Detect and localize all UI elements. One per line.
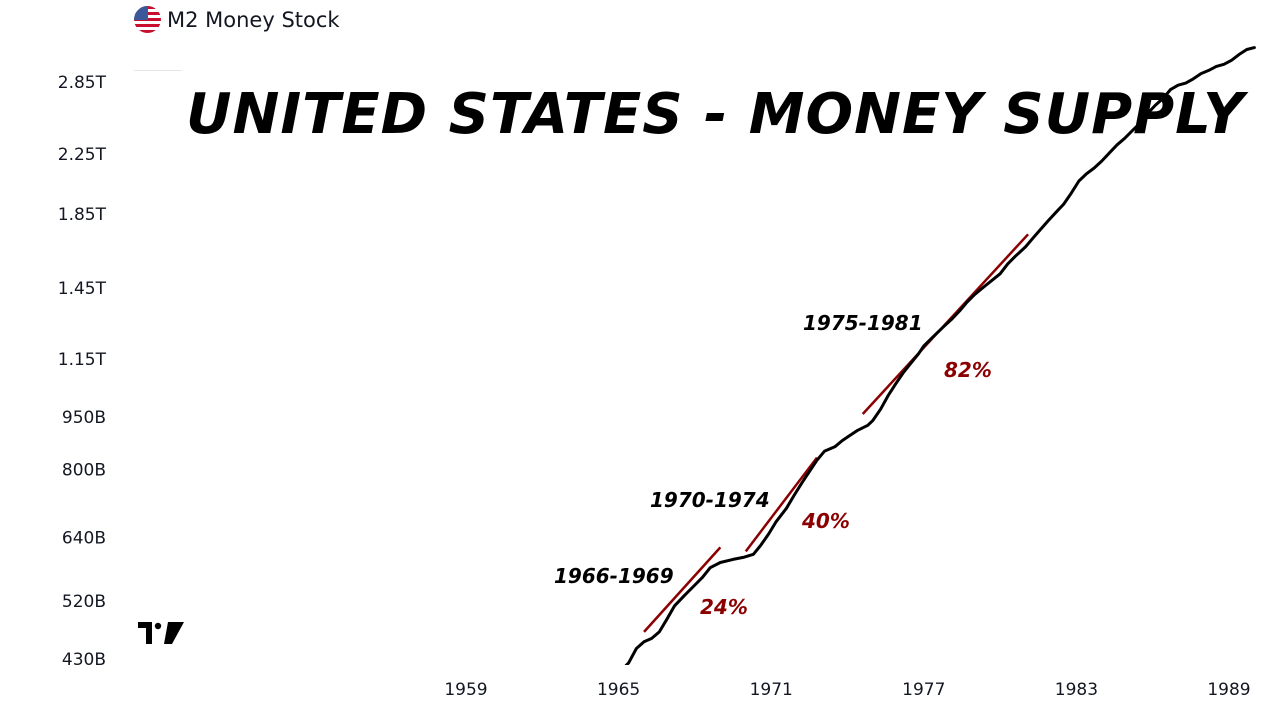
series-line-m2[interactable] [619,46,1256,674]
x-axis: 1959 1965 1971 1977 1983 1989 [444,680,1250,700]
legend-label: M2 Money Stock [167,7,340,32]
x-tick-label: 1959 [444,680,487,700]
series-layer [619,46,1256,674]
annotations: 1966-1969 24% 1970-1974 40% 1975-1981 82% [554,233,1029,633]
legend[interactable]: M2 Money Stock [134,6,340,33]
tradingview-logo-icon[interactable] [138,622,186,644]
x-tick-label: 1989 [1207,680,1250,700]
y-tick-label: 1.85T [58,205,107,225]
legend-divider [134,70,182,71]
x-tick-label: 1971 [750,680,793,700]
annotation-period-label: 1975-1981 [803,311,923,335]
annotation-change-label: 40% [801,509,850,533]
us-flag-icon [134,6,161,33]
annotation-period-label: 1970-1974 [650,488,770,512]
y-tick-label: 800B [62,461,106,481]
annotation-change-label: 24% [700,595,748,619]
y-tick-label: 430B [62,650,106,670]
annotation-change-label: 82% [944,358,992,382]
y-tick-label: 950B [62,408,106,428]
y-tick-label: 520B [62,592,106,612]
y-tick-label: 1.45T [58,279,107,299]
x-tick-label: 1983 [1055,680,1098,700]
annotation-period-label: 1966-1969 [554,564,674,588]
y-tick-label: 1.15T [58,350,107,370]
y-axis: 430B 520B 640B 800B 950B 1.15T 1.45T 1.85T 2.25T… [58,73,107,670]
y-tick-label: 640B [62,529,106,549]
trend-line-1970-1974 [744,456,818,553]
y-tick-label: 2.85T [58,73,107,93]
chart-title: UNITED STATES - MONEY SUPPLY [186,82,1245,147]
trend-line-1966-1969 [643,546,722,633]
y-tick-label: 2.25T [58,145,107,165]
x-tick-label: 1965 [597,680,640,700]
x-tick-label: 1977 [902,680,945,700]
